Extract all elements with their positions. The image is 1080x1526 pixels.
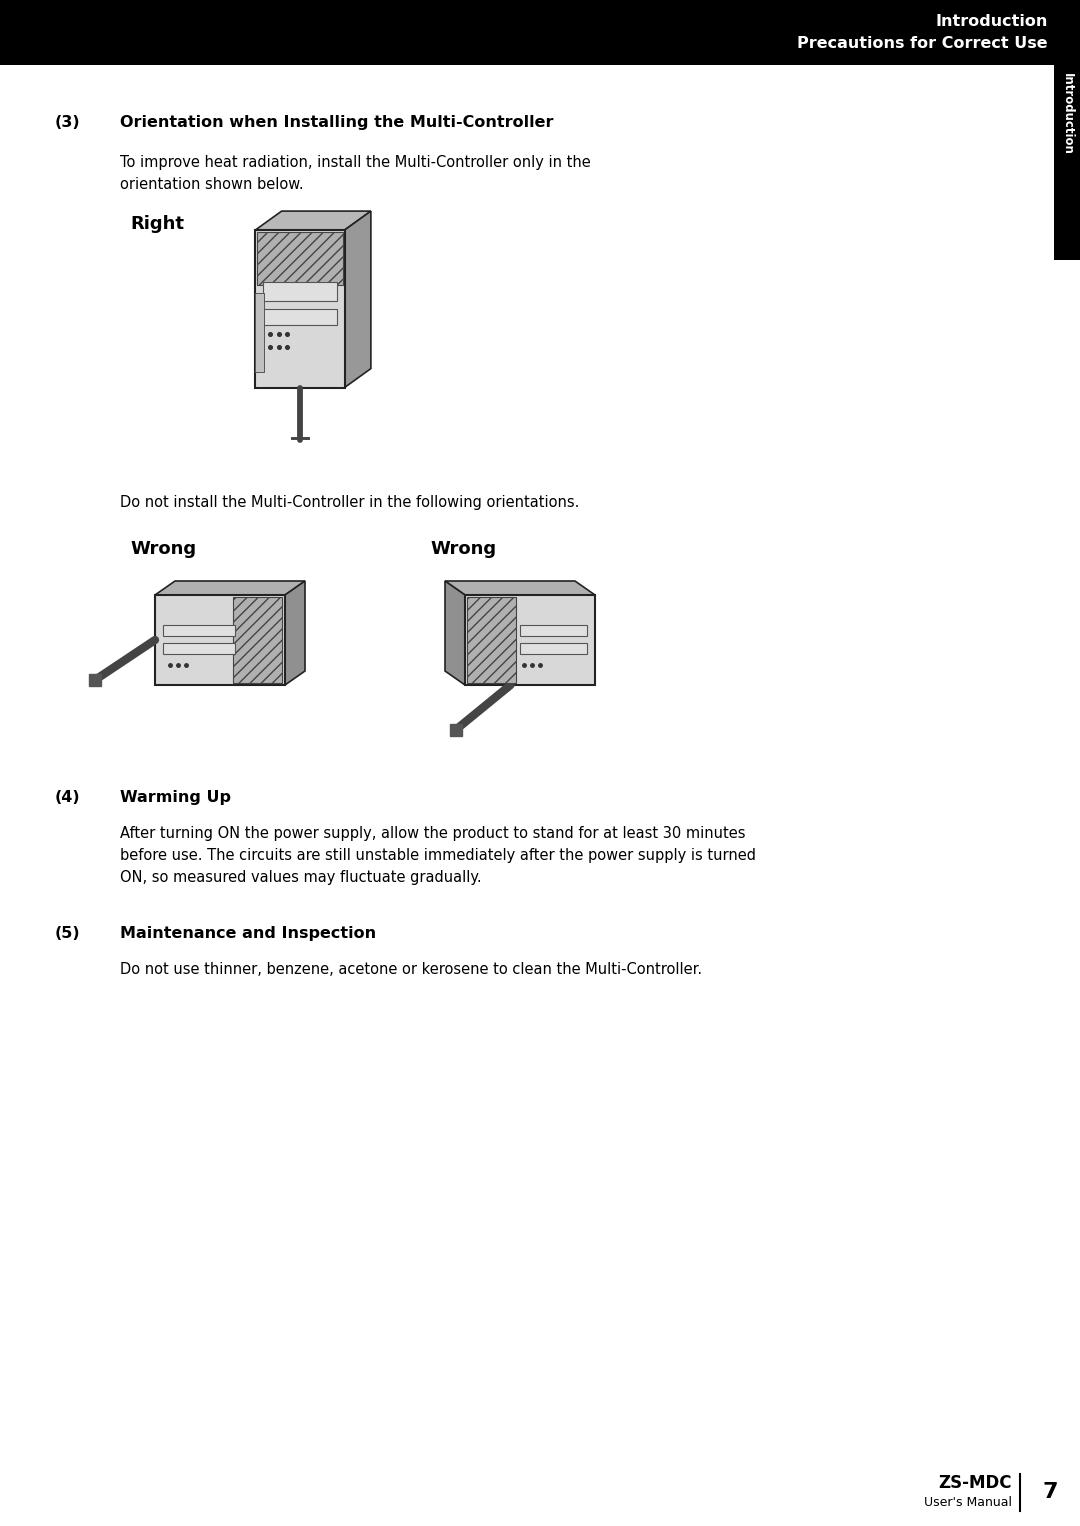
Text: Do not install the Multi-Controller in the following orientations.: Do not install the Multi-Controller in t… — [120, 494, 579, 510]
Text: Do not use thinner, benzene, acetone or kerosene to clean the Multi-Controller.: Do not use thinner, benzene, acetone or … — [120, 961, 702, 977]
Polygon shape — [445, 581, 595, 595]
Bar — [519, 624, 588, 635]
Text: Maintenance and Inspection: Maintenance and Inspection — [120, 926, 376, 942]
Text: Introduction: Introduction — [935, 14, 1048, 29]
Text: Introduction: Introduction — [1061, 73, 1074, 154]
Bar — [264, 308, 337, 325]
Text: Right: Right — [130, 215, 184, 233]
Polygon shape — [345, 211, 370, 388]
Bar — [0, 0, 1080, 66]
Bar — [163, 642, 234, 653]
Bar — [233, 597, 282, 684]
Text: ZS-MDC: ZS-MDC — [939, 1474, 1012, 1492]
Bar — [163, 624, 234, 635]
Polygon shape — [285, 581, 305, 685]
Bar — [255, 230, 345, 388]
Bar — [257, 232, 342, 285]
Text: To improve heat radiation, install the Multi-Controller only in the
orientation : To improve heat radiation, install the M… — [120, 156, 591, 192]
Bar — [156, 595, 285, 685]
Text: Warming Up: Warming Up — [120, 790, 231, 806]
Text: Orientation when Installing the Multi-Controller: Orientation when Installing the Multi-Co… — [120, 114, 554, 130]
Bar — [467, 597, 516, 684]
Text: (5): (5) — [55, 926, 81, 942]
Polygon shape — [255, 211, 370, 230]
Bar — [519, 642, 588, 653]
Bar — [255, 293, 264, 372]
Text: Wrong: Wrong — [430, 540, 496, 559]
Text: User's Manual: User's Manual — [924, 1495, 1012, 1509]
Text: Wrong: Wrong — [130, 540, 197, 559]
Text: 7: 7 — [1042, 1482, 1057, 1503]
Bar — [465, 595, 595, 685]
Bar — [1054, 66, 1080, 259]
Text: (4): (4) — [55, 790, 81, 806]
Polygon shape — [445, 581, 465, 685]
Bar — [264, 282, 337, 301]
Text: After turning ON the power supply, allow the product to stand for at least 30 mi: After turning ON the power supply, allow… — [120, 826, 756, 885]
Text: (3): (3) — [55, 114, 81, 130]
Text: Precautions for Correct Use: Precautions for Correct Use — [797, 37, 1048, 50]
Polygon shape — [156, 581, 305, 595]
